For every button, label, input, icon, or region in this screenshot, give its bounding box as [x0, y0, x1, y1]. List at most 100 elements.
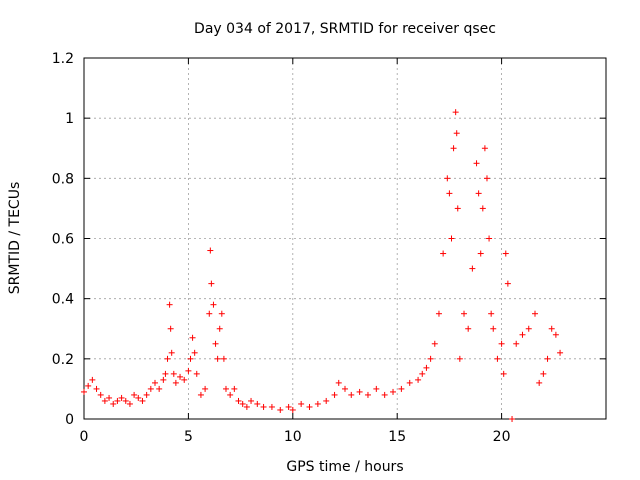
data-point — [494, 355, 501, 362]
data-point — [97, 391, 104, 398]
data-point — [208, 280, 215, 287]
data-point — [498, 340, 505, 347]
data-point — [243, 403, 250, 410]
data-point — [532, 310, 539, 317]
y-tick-label: 0.8 — [52, 171, 74, 187]
data-point — [289, 406, 296, 413]
data-point — [500, 370, 507, 377]
data-point — [398, 385, 405, 392]
data-point — [473, 160, 480, 167]
data-point — [502, 250, 509, 257]
data-point — [342, 385, 348, 392]
data-point — [207, 247, 214, 254]
data-point — [390, 388, 397, 395]
y-tick-label: 0.6 — [52, 232, 74, 248]
y-tick-label: 0.4 — [52, 292, 74, 308]
data-point — [85, 382, 92, 389]
data-point — [277, 406, 284, 413]
data-point — [519, 331, 526, 338]
data-point — [465, 325, 472, 332]
data-point — [81, 388, 87, 395]
data-point — [126, 400, 133, 407]
data-point — [260, 403, 267, 410]
data-point — [181, 376, 188, 383]
data-point — [285, 403, 292, 410]
data-point — [427, 355, 434, 362]
data-point — [93, 385, 100, 392]
data-point — [122, 397, 129, 404]
data-point — [110, 400, 117, 407]
data-point — [314, 400, 321, 407]
data-point — [235, 397, 242, 404]
data-point — [444, 175, 451, 182]
data-point — [210, 301, 217, 308]
data-point — [189, 334, 196, 341]
data-point — [131, 391, 138, 398]
data-point — [483, 175, 490, 182]
data-point — [254, 400, 261, 407]
y-tick-labels: 0 0.2 0.4 0.6 0.8 1 1.2 — [52, 51, 74, 428]
data-point — [475, 190, 482, 197]
data-point — [406, 379, 413, 386]
data-point — [248, 397, 255, 404]
data-point — [191, 349, 198, 356]
data-point — [435, 310, 442, 317]
data-point — [552, 331, 559, 338]
data-point — [101, 397, 108, 404]
data-point — [220, 355, 227, 362]
data-point — [143, 391, 150, 398]
data-point — [193, 370, 200, 377]
data-point — [139, 397, 146, 404]
data-point — [509, 416, 516, 422]
data-point — [323, 397, 330, 404]
data-point — [239, 400, 246, 407]
y-tick-label: 1 — [65, 111, 74, 127]
data-point — [486, 235, 493, 242]
data-point — [114, 397, 121, 404]
data-point — [162, 370, 169, 377]
x-axis-label: GPS time / hours — [286, 459, 403, 475]
data-point — [177, 373, 184, 380]
data-point — [89, 376, 96, 383]
data-point — [381, 391, 388, 398]
data-point — [151, 379, 158, 386]
data-point — [525, 325, 532, 332]
data-point — [216, 325, 223, 332]
data-point — [364, 391, 371, 398]
y-tick-label: 1.2 — [52, 51, 74, 67]
data-point — [166, 301, 173, 308]
data-point — [431, 340, 438, 347]
data-point — [452, 109, 459, 116]
data-point — [504, 280, 511, 287]
data-point — [356, 388, 363, 395]
x-tick-labels: 0 5 10 15 20 — [80, 429, 511, 445]
x-tick-label: 5 — [184, 429, 193, 445]
data-point — [477, 250, 484, 257]
data-point — [197, 391, 204, 398]
data-point — [160, 376, 167, 383]
x-tick-label: 0 — [80, 429, 89, 445]
data-point — [461, 310, 468, 317]
y-tick-label: 0 — [65, 412, 74, 428]
data-point — [419, 370, 426, 377]
data-point — [335, 379, 342, 386]
data-point — [331, 391, 338, 398]
data-point — [373, 385, 380, 392]
axis-ticks — [83, 57, 606, 420]
data-point — [164, 355, 171, 362]
data-point — [536, 379, 543, 386]
data-point — [488, 310, 495, 317]
data-point — [170, 370, 177, 377]
data-point — [454, 205, 461, 212]
data-point — [453, 130, 460, 137]
data-point — [481, 145, 488, 152]
data-point — [479, 205, 486, 212]
data-point — [172, 379, 179, 386]
data-point — [212, 340, 219, 347]
y-axis-label: SRMTID / TECUs — [7, 182, 23, 295]
data-point — [298, 400, 305, 407]
data-point — [423, 364, 430, 371]
data-point — [415, 376, 422, 383]
data-point — [231, 385, 238, 392]
